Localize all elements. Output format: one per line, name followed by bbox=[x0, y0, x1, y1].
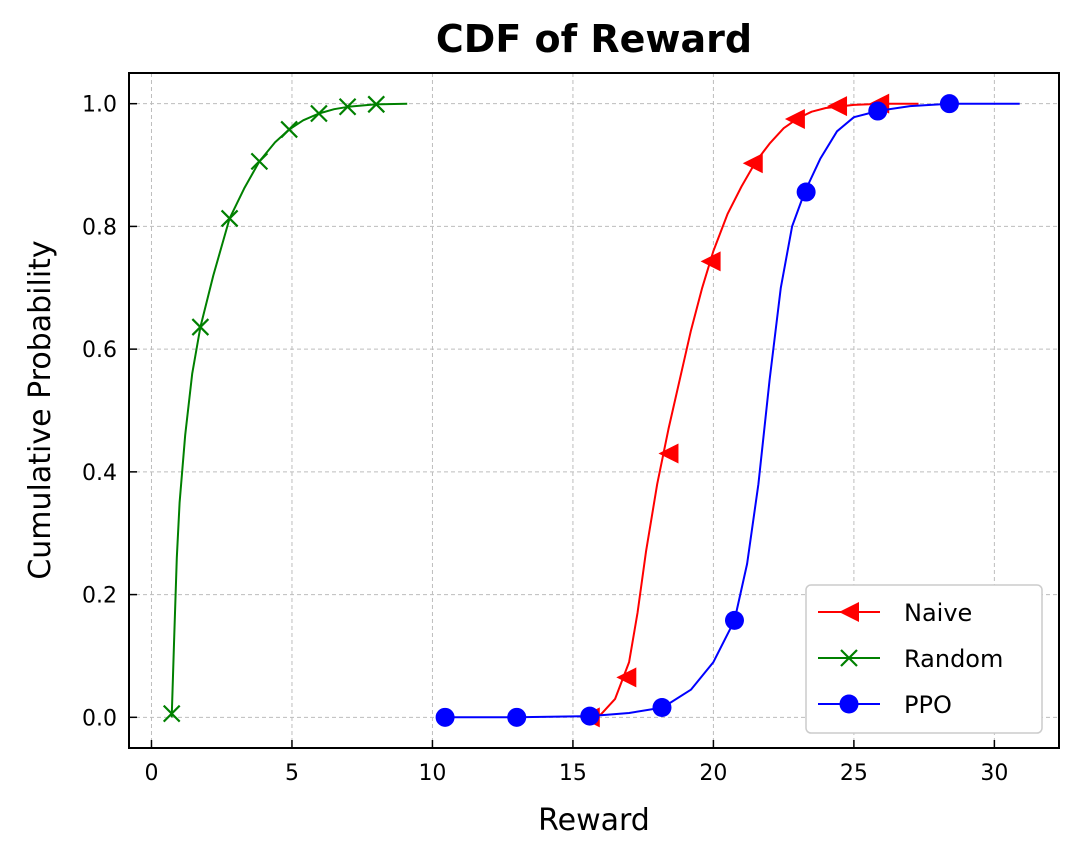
data-point-ppo bbox=[580, 706, 600, 726]
series-ppo bbox=[435, 94, 1020, 727]
plot-series bbox=[162, 93, 1020, 728]
data-point-random bbox=[367, 95, 386, 114]
legend-label: Random bbox=[904, 645, 1003, 673]
legend-marker bbox=[839, 602, 859, 622]
data-point-random bbox=[280, 120, 298, 139]
x-tick-label: 30 bbox=[980, 761, 1008, 786]
data-point-naive bbox=[742, 153, 763, 174]
x-tick-label: 25 bbox=[840, 761, 868, 786]
data-point-random bbox=[162, 704, 181, 723]
y-tick-label: 0.0 bbox=[82, 706, 117, 731]
grid-lines bbox=[129, 73, 1059, 748]
legend-marker bbox=[839, 694, 859, 714]
x-axis-label: Reward bbox=[538, 803, 650, 838]
data-point-random bbox=[310, 104, 328, 123]
plot-frame bbox=[128, 72, 1060, 749]
data-point-random bbox=[338, 97, 357, 116]
y-tick-label: 0.8 bbox=[82, 215, 117, 240]
legend-marker bbox=[840, 649, 858, 667]
y-tick-label: 1.0 bbox=[82, 93, 117, 118]
data-point-random bbox=[220, 209, 239, 228]
data-point-naive bbox=[700, 251, 721, 272]
x-tick-label: 0 bbox=[144, 761, 158, 786]
data-point-naive bbox=[658, 443, 679, 464]
series-random bbox=[162, 95, 408, 723]
data-point-ppo bbox=[507, 707, 527, 727]
x-tick-label: 20 bbox=[699, 761, 727, 786]
legend: Naive Random PPO bbox=[805, 584, 1043, 734]
data-point-random bbox=[191, 318, 210, 336]
data-point-ppo bbox=[724, 610, 744, 630]
series-line-random bbox=[170, 102, 408, 718]
legend-entry-random: Random bbox=[818, 645, 1003, 673]
chart-title: CDF of Reward bbox=[436, 17, 752, 61]
series-line-naive bbox=[589, 102, 919, 719]
data-point-ppo bbox=[652, 698, 672, 717]
data-point-ppo bbox=[435, 707, 455, 727]
data-point-random bbox=[250, 152, 269, 171]
y-tick-label: 0.2 bbox=[82, 584, 117, 609]
data-point-naive bbox=[827, 96, 848, 117]
legend-box bbox=[805, 584, 1043, 734]
y-axis-label: Cumulative Probability bbox=[23, 240, 58, 579]
data-point-ppo bbox=[939, 94, 959, 114]
legend-entry-naive: Naive bbox=[818, 599, 972, 627]
legend-label: Naive bbox=[904, 599, 972, 627]
axis-ticks: 0 5 10 15 20 25 30 0.0 0.2 0.4 0.6 0.8 1.0 bbox=[82, 93, 1008, 786]
data-point-ppo bbox=[796, 182, 816, 202]
data-point-naive bbox=[784, 109, 805, 130]
data-point-ppo bbox=[868, 101, 888, 121]
data-point-naive bbox=[616, 667, 637, 688]
x-tick-label: 10 bbox=[418, 761, 446, 786]
legend-label: PPO bbox=[904, 691, 952, 719]
x-tick-label: 5 bbox=[285, 761, 299, 786]
legend-entry-ppo: PPO bbox=[818, 691, 952, 719]
y-tick-label: 0.6 bbox=[82, 338, 117, 363]
y-tick-label: 0.4 bbox=[82, 461, 117, 486]
x-tick-label: 15 bbox=[559, 761, 587, 786]
